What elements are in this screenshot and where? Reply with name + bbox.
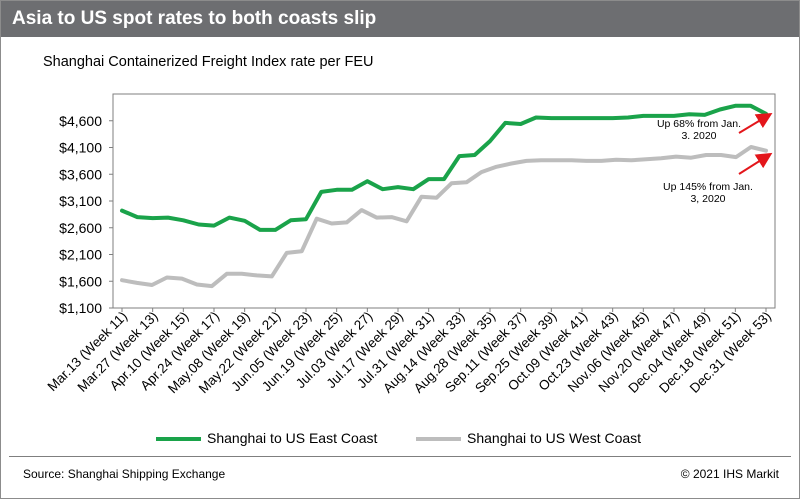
y-tick-label: $2,600 [59,220,102,236]
y-tick-label: $4,100 [59,140,102,156]
header-title: Asia to US spot rates to both coasts sli… [12,8,377,29]
legend-label-west: Shanghai to US West Coast [467,430,642,446]
copyright-note: © 2021 IHS Markit [680,467,779,481]
y-tick-label: $3,100 [59,193,102,209]
y-tick-label: $1,600 [59,273,102,289]
footer-divider [9,456,791,457]
legend-swatch-west [416,437,461,441]
legend-swatch-east [156,437,201,441]
y-axis: $1,100 $1,600 $2,100 $2,600 $3,100 $3,600 $4,1… [59,113,113,316]
chart-subtitle: Shanghai Containerized Freight Index rat… [43,54,374,70]
annotation-arrow [738,152,773,175]
annotation-east: Up 68% from Jan. 3. 2020 [657,118,741,142]
header-bar: Asia to US spot rates to both coasts sli… [1,1,799,37]
y-tick-label: $4,600 [59,113,102,129]
y-tick-label: $2,100 [59,247,102,263]
annotation-west: Up 145% from Jan. 3, 2020 [663,181,753,205]
series-east-coast-line [120,103,768,232]
x-axis: Mar.13 (Week 11)Mar.27 (Week 13)Apr.10 (… [45,308,774,396]
annotation-layer: Up 68% from Jan. 3. 2020 Up 145% from Jan.… [657,112,773,205]
annotation-arrow [738,112,773,134]
y-tick-label: $3,600 [59,166,102,182]
series-west-coast-line [120,145,768,289]
series-layer [120,103,768,289]
y-tick-label: $1,100 [59,300,102,316]
legend-label-east: Shanghai to US East Coast [207,430,378,446]
source-note: Source: Shanghai Shipping Exchange [23,467,226,481]
